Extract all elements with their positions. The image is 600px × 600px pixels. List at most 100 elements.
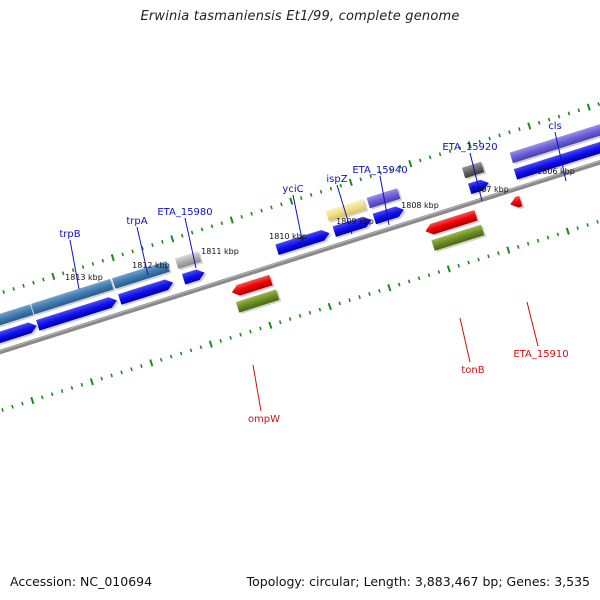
reverse-tick xyxy=(21,401,24,406)
forward-tick xyxy=(567,111,571,116)
forward-tick xyxy=(458,146,462,150)
reverse-tick xyxy=(239,332,242,337)
forward-tick xyxy=(478,139,481,144)
reverse-tick xyxy=(487,254,490,259)
map-title: Erwinia tasmaniensis Et1/99, complete ge… xyxy=(140,9,460,24)
reverse-tick xyxy=(199,345,203,350)
gene-label-tonB[interactable]: tonB xyxy=(461,365,484,376)
cds-arrow xyxy=(332,216,372,237)
kbp-label: 1807 kbp xyxy=(471,185,509,194)
reverse-tick xyxy=(417,276,421,281)
forward-tick xyxy=(170,235,175,243)
accession-text: Accession: NC_010694 xyxy=(10,574,153,589)
forward-tick xyxy=(527,122,532,130)
gene-label-cls[interactable]: cls xyxy=(548,121,562,132)
forward-tick xyxy=(121,252,125,257)
leader-line xyxy=(184,217,197,269)
reverse-tick xyxy=(576,226,580,231)
forward-tick xyxy=(229,216,234,224)
forward-tick xyxy=(379,171,382,175)
forward-tick xyxy=(151,243,154,247)
forward-tick xyxy=(348,178,353,187)
kbp-label: 1813 kbp xyxy=(65,273,103,282)
label-layer: 1806 kbp 1807 kbp 1808 kbp 1809 kbp 1810 kbp… xyxy=(59,121,574,425)
forward-tick xyxy=(418,158,422,163)
leader-line xyxy=(69,239,80,290)
forward-tick xyxy=(22,283,25,288)
reverse-tick xyxy=(586,223,589,227)
gene-label-trpB[interactable]: trpB xyxy=(59,229,80,240)
gene-box-cls xyxy=(509,112,600,164)
reverse-tick xyxy=(288,317,292,321)
reverse-tick xyxy=(378,288,381,293)
cds-arrow-reverse xyxy=(510,195,523,208)
forward-tick xyxy=(180,233,184,238)
reverse-tick xyxy=(268,321,273,329)
cds-arrow xyxy=(372,206,404,225)
reverse-tick xyxy=(159,357,163,362)
reverse-tick xyxy=(219,339,223,343)
reverse-tick xyxy=(1,408,4,412)
gene-label-trpA[interactable]: trpA xyxy=(126,216,147,227)
kbp-label: 1812 kbp xyxy=(132,261,170,270)
reverse-tick xyxy=(229,335,232,340)
cds-arrow xyxy=(0,322,37,353)
reverse-tick xyxy=(30,396,35,405)
reverse-tick xyxy=(536,238,540,243)
reverse-tick xyxy=(60,389,64,394)
gene-label-ispZ[interactable]: ispZ xyxy=(326,174,347,185)
reverse-tick xyxy=(100,376,104,381)
reverse-tick xyxy=(407,279,411,284)
gene-label-ETA_15920[interactable]: ETA_15920 xyxy=(442,142,497,153)
cds-arrow xyxy=(181,269,205,285)
leader-line xyxy=(252,364,262,412)
reverse-tick xyxy=(338,301,342,306)
reverse-tick xyxy=(169,354,173,359)
reverse-tick-track xyxy=(1,219,599,412)
forward-tick xyxy=(467,141,472,149)
reverse-tick xyxy=(130,367,133,372)
forward-tick xyxy=(71,268,75,273)
reverse-tick xyxy=(427,273,431,278)
forward-tick xyxy=(408,159,413,168)
genome-backbone-highlight xyxy=(0,139,600,364)
cds-arrow-reverse xyxy=(231,274,273,296)
forward-tick xyxy=(299,196,303,200)
forward-tick xyxy=(438,152,442,157)
forward-tick xyxy=(488,136,491,141)
forward-tick xyxy=(220,221,224,226)
forward-tick xyxy=(42,277,45,282)
gene-label-ETA_15910[interactable]: ETA_15910 xyxy=(513,349,568,360)
reverse-tick xyxy=(120,370,123,375)
forward-tick xyxy=(359,177,363,182)
feature-track xyxy=(0,112,600,355)
reverse-tick xyxy=(308,310,312,315)
forward-tick xyxy=(210,224,214,229)
leader-line xyxy=(459,317,471,363)
forward-tick xyxy=(101,258,105,263)
reverse-tick xyxy=(318,307,322,312)
cds-arrow xyxy=(36,297,117,331)
forward-tick xyxy=(518,127,521,132)
gene-box-ispZ xyxy=(325,199,367,222)
forward-tick xyxy=(141,246,144,251)
gene-label-ompW[interactable]: ompW xyxy=(248,414,280,425)
reverse-tick xyxy=(457,263,461,268)
reverse-tick xyxy=(70,386,74,390)
gene-label-ETA_15940[interactable]: ETA_15940 xyxy=(352,165,407,176)
gene-label-yciC[interactable]: yciC xyxy=(282,184,303,195)
reverse-tick xyxy=(327,302,332,311)
forward-tick xyxy=(537,120,541,125)
reverse-tick xyxy=(497,251,500,256)
forward-tick xyxy=(309,193,313,197)
reverse-tick xyxy=(358,295,361,299)
reverse-tick xyxy=(477,257,480,262)
forward-tick xyxy=(131,249,134,254)
gene-label-ETA_15980[interactable]: ETA_15980 xyxy=(157,207,212,218)
reverse-tick xyxy=(596,219,599,224)
kbp-label: 1809 kbp xyxy=(336,217,374,226)
kbp-label: 1806 kbp xyxy=(537,167,575,176)
forward-tick xyxy=(389,167,392,172)
